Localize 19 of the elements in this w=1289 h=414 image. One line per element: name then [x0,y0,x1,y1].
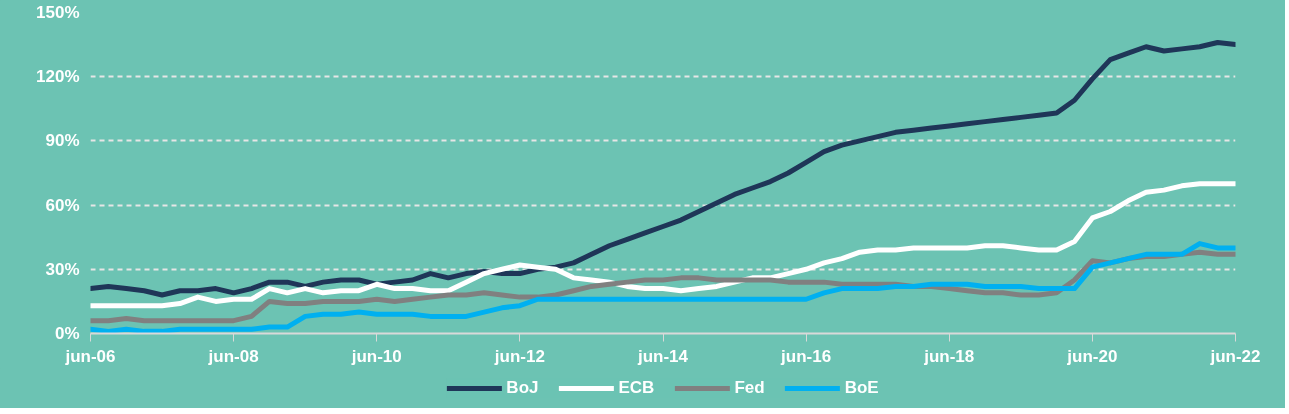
legend-label: ECB [618,378,655,398]
y-tick-label: 120% [36,67,80,87]
x-tick-label: jun-22 [1209,346,1261,366]
x-tick-label: jun-16 [780,346,832,366]
x-tick-label: jun-08 [207,346,259,366]
legend-label: Fed [734,378,765,398]
x-tick-label: jun-18 [923,346,975,366]
x-tick-label: jun-14 [636,346,689,366]
y-tick-label: 30% [45,259,80,279]
legend-label: BoJ [506,378,539,398]
y-tick-label: 60% [45,195,80,215]
y-tick-label: 0% [54,324,80,343]
legend-label: BoE [844,378,879,398]
x-tick-label: jun-06 [64,346,116,366]
x-tick-label: jun-12 [493,346,545,366]
x-tick-label: jun-10 [350,346,402,366]
y-tick-label: 90% [45,131,80,151]
y-tick-label: 150% [36,3,80,22]
x-tick-label: jun-20 [1066,346,1118,366]
